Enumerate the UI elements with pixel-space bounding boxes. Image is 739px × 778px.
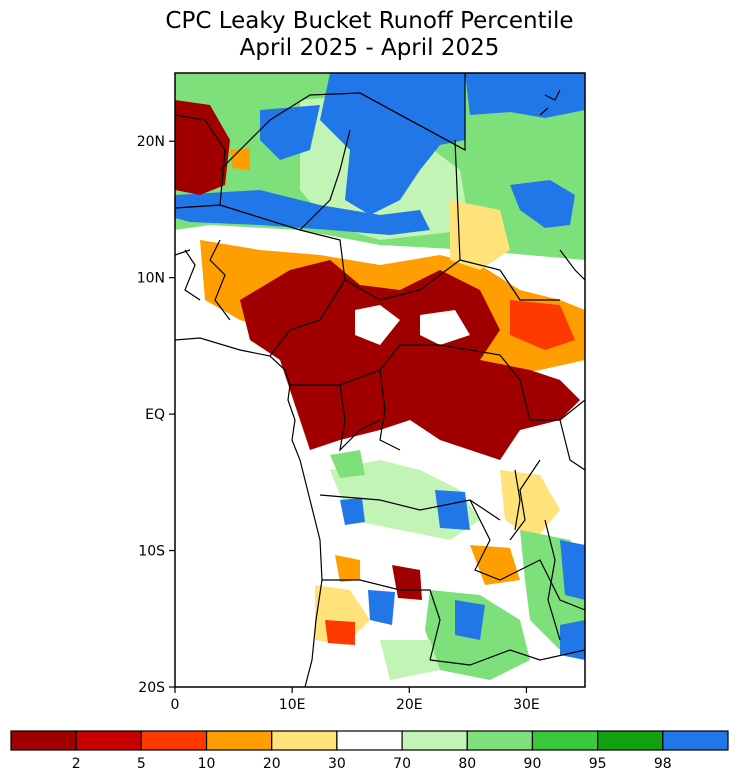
lon-tick-label: 20E xyxy=(396,697,423,713)
blue-region-sahel xyxy=(175,190,430,235)
blue-patch-namibia xyxy=(368,590,395,625)
legend-swatch xyxy=(466,730,534,751)
red-patch-southwest xyxy=(325,620,355,645)
latitude-axis: 20N 10N EQ 10S 20S xyxy=(137,134,175,696)
orange-patch-kenya xyxy=(510,300,575,350)
white-patch-central xyxy=(355,305,400,345)
lon-tick-label: 10E xyxy=(279,697,306,713)
legend-swatch xyxy=(140,730,208,751)
legend-swatch xyxy=(205,730,273,751)
legend-swatch xyxy=(75,730,142,751)
legend-label: 95 xyxy=(589,756,607,772)
legend-swatch xyxy=(336,730,403,751)
legend-swatch xyxy=(10,730,77,751)
blue-patch-southeast xyxy=(560,620,585,660)
lat-tick-label: 20S xyxy=(138,680,165,696)
legend-label: 20 xyxy=(263,756,281,772)
legend-swatch xyxy=(597,730,664,751)
country-borders xyxy=(175,73,585,687)
color-legend: 2 5 10 20 30 70 80 90 95 98 xyxy=(10,730,729,772)
blue-region-mozambique xyxy=(560,540,585,600)
lat-tick-label: EQ xyxy=(145,407,165,423)
blue-region-north-2 xyxy=(465,73,585,118)
legend-label: 98 xyxy=(654,756,672,772)
legend-label: 5 xyxy=(137,756,146,772)
legend-swatch xyxy=(531,730,599,751)
lon-tick-label: 30E xyxy=(513,697,540,713)
legend-label: 10 xyxy=(198,756,216,772)
legend-label: 80 xyxy=(458,756,476,772)
blue-region-chad xyxy=(260,105,320,160)
red-region-central xyxy=(240,260,580,460)
lon-tick-label: 0 xyxy=(171,697,180,713)
blue-patch-botswana xyxy=(455,600,485,640)
yellow-region-tanzania xyxy=(500,470,560,540)
orange-patch-northwest xyxy=(230,148,250,170)
map-subtitle: April 2025 - April 2025 xyxy=(239,35,500,61)
percentile-shading xyxy=(175,73,585,687)
green-patch-congo xyxy=(330,450,365,478)
legend-swatch xyxy=(401,730,468,751)
yellow-patch-east xyxy=(450,200,510,270)
plot-frame xyxy=(174,72,586,688)
map-title: CPC Leaky Bucket Runoff Percentile xyxy=(165,8,574,34)
legend-label: 90 xyxy=(524,756,542,772)
lat-tick-label: 20N xyxy=(137,134,165,150)
white-patch-east xyxy=(420,310,470,345)
legend-swatch xyxy=(662,730,729,751)
longitude-axis: 0 10E 20E 30E xyxy=(171,687,540,713)
blue-patch-congo xyxy=(340,498,365,525)
ocean-area xyxy=(175,340,320,687)
blue-patch-southcongo xyxy=(435,490,470,530)
lightgreen-region-south-2 xyxy=(380,640,440,680)
lat-tick-label: 10N xyxy=(137,271,165,287)
blue-region-sudan xyxy=(510,180,575,228)
legend-label: 2 xyxy=(72,756,81,772)
blue-region-north-1 xyxy=(320,73,465,215)
red-patch-angola xyxy=(392,565,422,600)
orange-patch-angola xyxy=(335,555,360,582)
lat-tick-label: 10S xyxy=(138,544,165,560)
legend-label: 30 xyxy=(328,756,346,772)
legend-label: 70 xyxy=(393,756,411,772)
legend-swatch xyxy=(271,730,338,751)
red-region-northwest xyxy=(175,100,230,195)
